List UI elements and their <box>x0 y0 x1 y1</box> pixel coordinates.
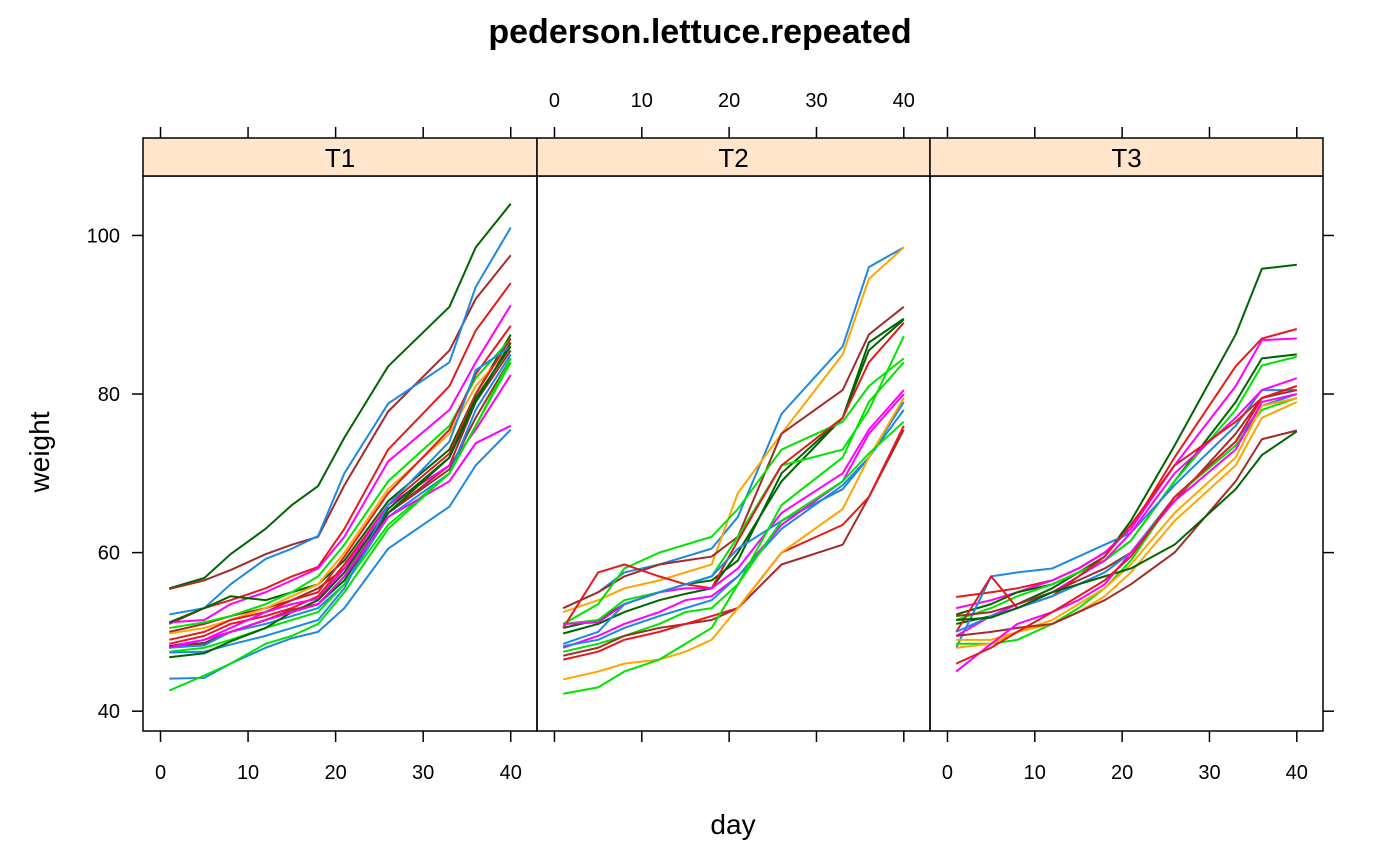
series-line-t1-6 <box>168 334 512 624</box>
panel-t2: T2 <box>536 127 931 742</box>
series-line-t1-10 <box>169 325 512 641</box>
series-group <box>168 203 512 692</box>
x-tick-label-bottom: 40 <box>1286 762 1308 784</box>
series-line-t1-19 <box>169 424 512 649</box>
series-line-t1-14 <box>169 357 512 649</box>
x-tick-label-top: 0 <box>549 90 560 112</box>
x-tick-label-top: 20 <box>718 90 740 112</box>
strip-background <box>929 137 1324 177</box>
x-tick-label-top: 10 <box>631 90 653 112</box>
series-line-t2-9 <box>563 389 905 625</box>
series-line-t1-17 <box>169 345 512 654</box>
x-tick-label-bottom: 40 <box>500 762 522 784</box>
series-line-t2-16 <box>562 397 905 681</box>
strip-label: T1 <box>325 143 355 173</box>
series-line-t3-12 <box>956 397 1298 649</box>
series-line-t3-13 <box>956 401 1298 641</box>
x-tick-label-top: 40 <box>893 90 915 112</box>
x-tick-label-bottom: 0 <box>155 762 166 784</box>
series-group <box>955 263 1298 673</box>
series-line-t3-8 <box>955 385 1298 633</box>
series-line-t1-3 <box>169 227 512 616</box>
y-tick-label: 80 <box>98 384 120 406</box>
series-line-t2-2 <box>562 246 905 614</box>
series-line-t2-12 <box>563 409 905 648</box>
series-line-t3-5 <box>955 355 1298 621</box>
series-line-t1-2 <box>169 254 512 591</box>
series-line-t1-1 <box>168 203 512 590</box>
x-axis-label: day <box>710 809 755 840</box>
series-line-t3-7 <box>955 377 1298 637</box>
series-line-t1-5 <box>169 304 512 624</box>
series-line-t2-13 <box>562 361 905 653</box>
x-tick-label-bottom: 30 <box>1198 762 1220 784</box>
strip-label: T3 <box>1111 143 1141 173</box>
y-tick-label: 100 <box>87 225 120 247</box>
x-tick-label-top: 30 <box>805 90 827 112</box>
series-group <box>562 246 905 695</box>
series-line-t2-10 <box>562 401 905 645</box>
chart-title: pederson.lettuce.repeated <box>488 13 911 51</box>
strip-background <box>536 137 931 177</box>
series-line-t2-15 <box>562 425 905 661</box>
series-line-t1-15 <box>169 353 512 649</box>
series-line-t3-9 <box>956 389 1298 618</box>
strip-label: T2 <box>718 143 748 173</box>
x-tick-label-bottom: 10 <box>237 762 259 784</box>
panel-t3: T3 <box>929 127 1324 742</box>
series-line-t3-17 <box>955 385 1298 665</box>
y-tick-label: 60 <box>98 543 120 565</box>
series-line-t3-16 <box>955 393 1298 673</box>
panel-t1: T1 <box>142 127 538 742</box>
series-line-t1-21 <box>168 357 512 692</box>
series-line-t3-15 <box>956 430 1298 621</box>
x-tick-label-bottom: 20 <box>324 762 346 784</box>
series-line-t3-3 <box>955 337 1297 610</box>
y-tick-label: 40 <box>98 701 120 723</box>
series-line-t2-6 <box>562 357 905 625</box>
series-line-t2-11 <box>562 393 905 649</box>
x-tick-label-bottom: 0 <box>942 762 953 784</box>
series-line-t1-11 <box>169 338 512 645</box>
series-line-t1-4 <box>168 282 512 625</box>
series-line-t2-14 <box>562 429 905 657</box>
x-tick-label-bottom: 10 <box>1024 762 1046 784</box>
series-line-t3-14 <box>956 429 1298 637</box>
x-tick-label-bottom: 30 <box>412 762 434 784</box>
series-line-t2-17 <box>563 421 905 695</box>
y-axis-label: weight <box>24 411 55 493</box>
x-tick-label-bottom: 20 <box>1111 762 1133 784</box>
